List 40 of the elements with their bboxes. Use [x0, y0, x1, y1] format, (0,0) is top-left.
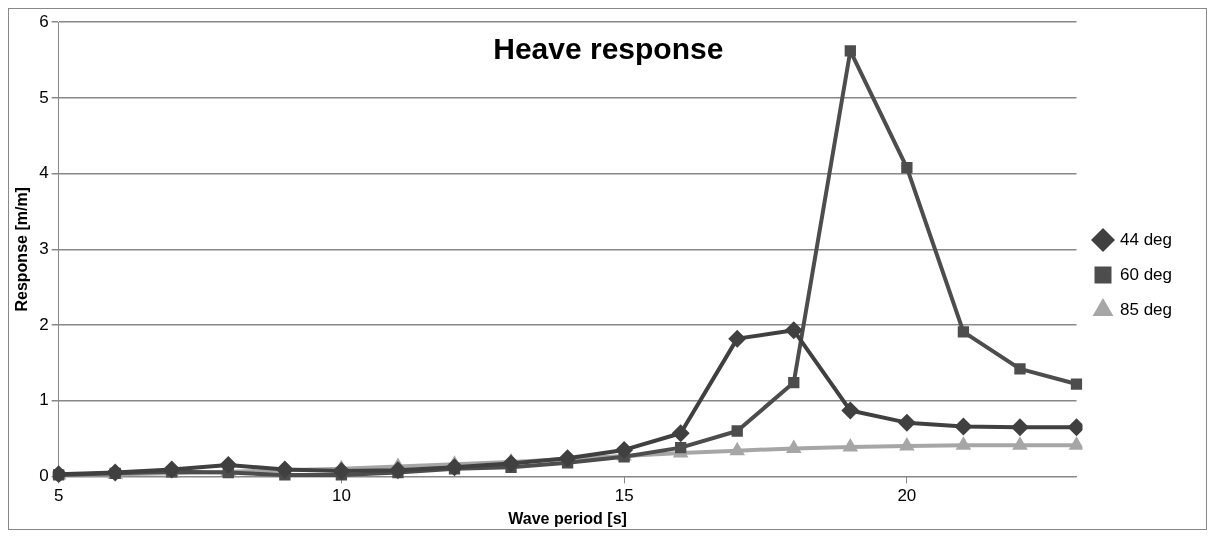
- point: [901, 161, 913, 174]
- point: [788, 376, 800, 389]
- point: [841, 401, 860, 420]
- point: [675, 441, 687, 454]
- legend-label: 85 deg: [1120, 299, 1172, 319]
- point: [784, 321, 803, 340]
- x-tick-label: 15: [614, 486, 634, 506]
- point: [731, 425, 743, 437]
- y-tick-label: 6: [39, 11, 49, 31]
- point: [671, 424, 690, 443]
- x-tick-label: 20: [897, 486, 917, 506]
- point: [844, 45, 856, 57]
- y-tick-label: 4: [39, 163, 49, 183]
- point: [502, 454, 521, 473]
- point: [615, 440, 634, 459]
- point: [957, 326, 970, 338]
- point: [954, 417, 973, 436]
- x-tick-label: 10: [331, 486, 351, 506]
- y-axis-title: Response [m/m]: [13, 187, 31, 312]
- y-tick-label: 1: [39, 390, 49, 410]
- point: [219, 456, 238, 475]
- point: [162, 460, 181, 479]
- x-tick-label: 5: [53, 486, 64, 506]
- point: [728, 329, 747, 348]
- point: [1070, 378, 1083, 390]
- point: [332, 462, 351, 481]
- legend-label: 44 deg: [1120, 229, 1172, 249]
- point: [558, 449, 577, 468]
- y-tick-label: 3: [39, 238, 49, 258]
- chart-title: Heave response: [493, 32, 724, 66]
- point: [1010, 418, 1029, 437]
- point: [388, 461, 407, 480]
- point: [275, 460, 294, 479]
- point: [897, 413, 916, 432]
- y-tick-label: 5: [39, 87, 49, 107]
- y-tick-label: 2: [39, 314, 49, 334]
- y-tick-label: 0: [39, 466, 49, 486]
- legend-label: 60 deg: [1120, 264, 1172, 284]
- point: [1014, 363, 1026, 375]
- x-axis-title: Wave period [s]: [508, 509, 627, 527]
